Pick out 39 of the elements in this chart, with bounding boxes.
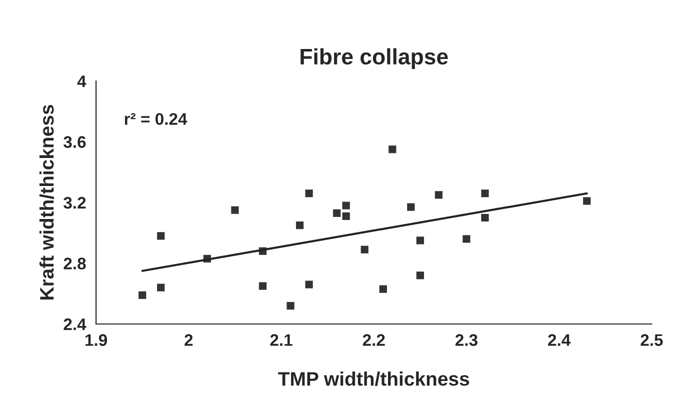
point: [342, 202, 350, 210]
x-tick-label: 2.1: [270, 334, 292, 346]
y-tick-label: 2.8: [64, 258, 86, 270]
point: [286, 302, 294, 310]
chart-title: Fibre collapse: [300, 48, 448, 69]
y-tick-label: 3.6: [64, 136, 86, 148]
point: [296, 221, 304, 230]
point: [416, 272, 424, 280]
point: [305, 190, 313, 198]
x-tick-label: 2.5: [640, 334, 663, 346]
y-tick-label: 2.4: [64, 318, 86, 330]
point: [481, 214, 489, 222]
point: [138, 291, 146, 299]
point: [407, 203, 415, 211]
point: [157, 284, 165, 292]
point: [379, 285, 387, 293]
x-tick-label: 2.3: [455, 334, 478, 346]
x-tick-label: 2.4: [548, 334, 571, 346]
point: [416, 236, 424, 244]
point: [157, 232, 165, 240]
point: [481, 190, 489, 198]
point: [258, 282, 267, 290]
annotation: r² = 0.24: [124, 113, 188, 125]
point: [305, 280, 313, 288]
point: [231, 206, 239, 214]
point: [434, 191, 442, 199]
y-tick-label: 3.2: [64, 196, 86, 209]
y-axis-title: Kraft width/thickness: [39, 104, 54, 300]
y-tick-label: 4: [77, 76, 86, 88]
point: [388, 146, 396, 154]
point: [462, 235, 470, 243]
point: [360, 246, 368, 254]
x-tick-label: 2: [184, 334, 193, 346]
x-tick-label: 2.2: [362, 334, 385, 346]
x-axis-title: TMP width/thickness: [278, 371, 470, 386]
x-tick-label: 1.9: [86, 334, 108, 346]
point: [583, 197, 591, 205]
point: [342, 212, 350, 220]
point: [333, 209, 341, 217]
